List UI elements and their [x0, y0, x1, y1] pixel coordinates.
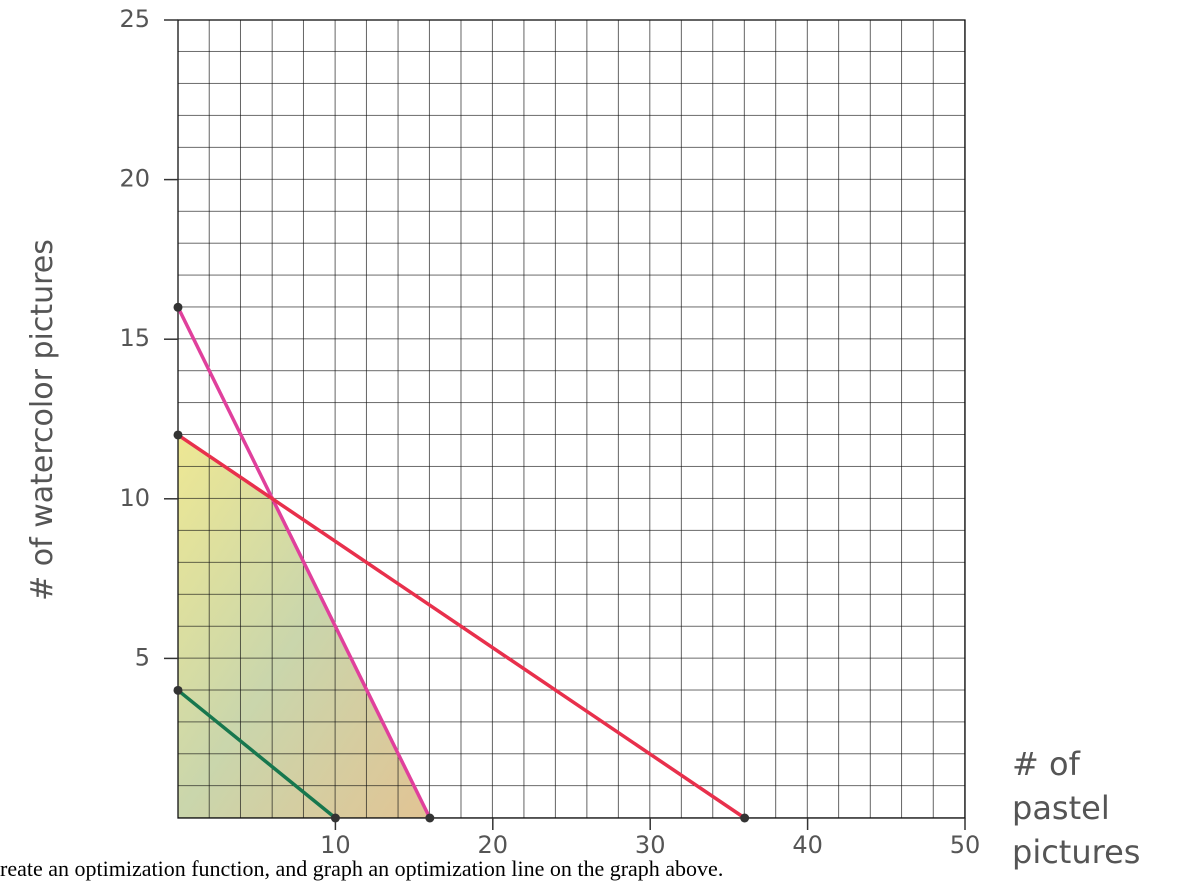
x-tick-label: 50: [950, 831, 981, 859]
y-tick-label: 25: [119, 5, 150, 33]
x-tick-label: 40: [792, 831, 823, 859]
y-tick-label: 20: [119, 165, 150, 193]
intercept-dot: [174, 686, 183, 695]
grid: [178, 20, 965, 818]
x-tick-label: 30: [635, 831, 666, 859]
y-axis-label: # of watercolor pictures: [25, 239, 60, 601]
x-axis-label: # of pastel pictures: [1012, 742, 1172, 874]
intercept-dot: [174, 430, 183, 439]
y-tick-label: 10: [119, 484, 150, 512]
caption: reate an optimization function, and grap…: [0, 856, 723, 882]
y-tick-label: 5: [135, 643, 150, 671]
intercept-dot: [425, 814, 434, 823]
x-tick-label: 10: [320, 831, 351, 859]
intercept-dot: [331, 814, 340, 823]
intercept-dot: [740, 814, 749, 823]
y-tick-label: 15: [119, 324, 150, 352]
x-tick-label: 20: [478, 831, 509, 859]
page: {"chart_data": {"type": "line", "y_label…: [0, 0, 1190, 889]
intercept-dot: [174, 303, 183, 312]
